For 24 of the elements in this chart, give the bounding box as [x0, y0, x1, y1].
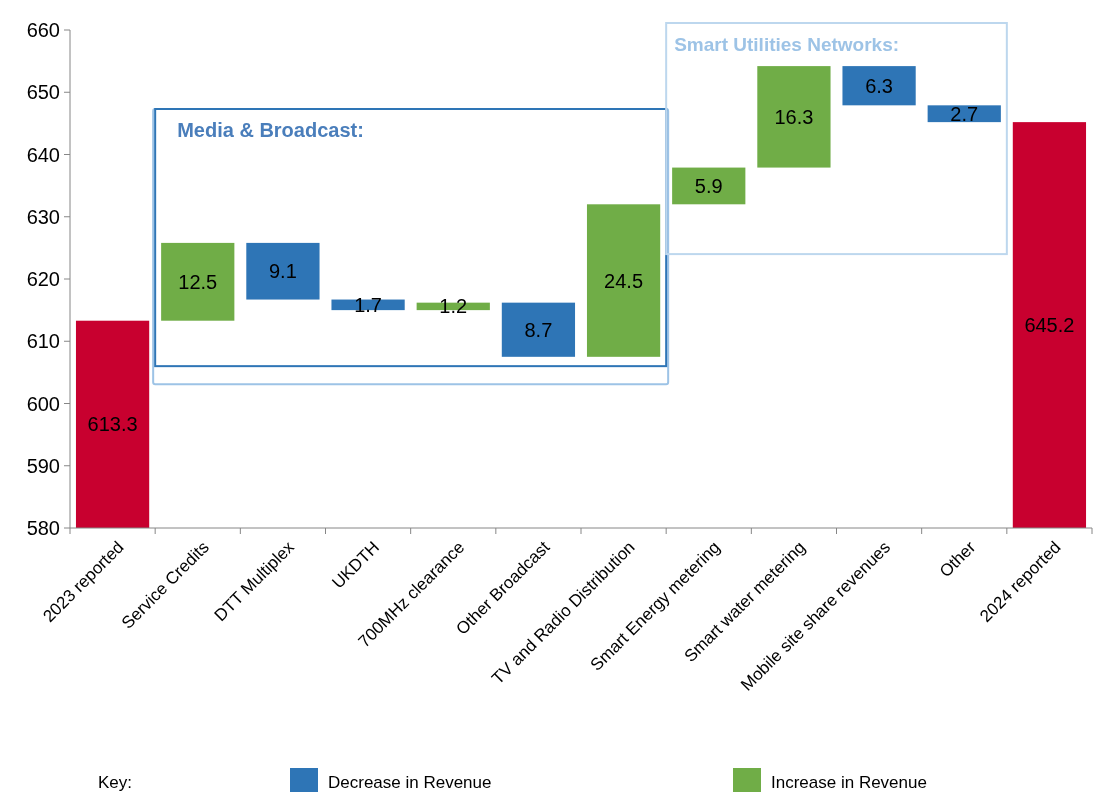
data-label: 9.1 — [269, 260, 297, 283]
y-tick-label: 590 — [26, 454, 60, 477]
y-tick-label: 640 — [26, 143, 60, 166]
data-label: 8.7 — [524, 318, 553, 341]
y-tick-label: 580 — [26, 517, 60, 539]
legend-title: Key: — [98, 773, 133, 792]
annotation: Smart Utilities Networks: — [674, 34, 900, 55]
legend-label: Decrease in Revenue — [328, 773, 492, 792]
data-label: 24.5 — [604, 269, 644, 292]
y-tick-label: 650 — [26, 81, 60, 104]
annotation: Media & Broadcast: — [177, 119, 364, 141]
data-label: 6.3 — [865, 74, 893, 97]
data-label: 5.9 — [694, 174, 723, 197]
data-label: 2.7 — [950, 102, 979, 125]
y-tick-label: 660 — [26, 19, 60, 41]
data-label: 16.3 — [774, 105, 814, 128]
data-label: 12.5 — [178, 270, 218, 293]
y-tick-label: 610 — [26, 330, 60, 353]
data-label: 645.2 — [1024, 314, 1075, 337]
legend-label: Increase in Revenue — [771, 773, 927, 792]
y-tick-label: 620 — [26, 268, 60, 290]
data-label: 613.3 — [87, 413, 138, 436]
y-tick-label: 600 — [26, 392, 60, 415]
y-tick-label: 630 — [26, 205, 60, 228]
